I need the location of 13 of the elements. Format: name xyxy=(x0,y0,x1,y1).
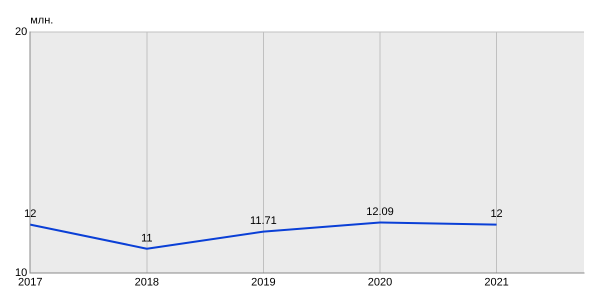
x-tick-label: 2021 xyxy=(484,276,509,288)
data-label: 12.09 xyxy=(366,206,394,218)
x-tick-label: 2017 xyxy=(18,276,42,288)
y-tick-label: 10 xyxy=(14,266,28,279)
y-axis-title: млн. xyxy=(30,14,54,27)
data-label: 11.71 xyxy=(250,215,277,228)
x-tick-label: 2019 xyxy=(251,276,276,288)
data-label: 11 xyxy=(141,232,153,244)
data-label: 12 xyxy=(24,208,36,220)
x-tick-label: 2018 xyxy=(134,276,160,288)
y-tick-label: 20 xyxy=(14,26,28,38)
x-tick-label: 2020 xyxy=(368,276,392,288)
data-label: 12 xyxy=(490,208,503,220)
